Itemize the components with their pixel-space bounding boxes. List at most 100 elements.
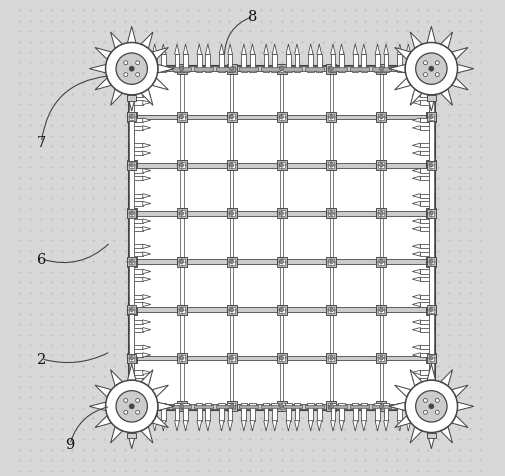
Polygon shape	[430, 176, 433, 182]
Polygon shape	[382, 69, 388, 73]
Bar	[130, 167, 133, 184]
Bar	[261, 68, 279, 71]
Polygon shape	[241, 45, 246, 55]
Bar	[228, 404, 234, 409]
Bar	[429, 217, 432, 234]
Polygon shape	[182, 403, 188, 407]
Bar	[278, 259, 284, 265]
Circle shape	[279, 212, 283, 216]
Bar	[428, 307, 433, 313]
Polygon shape	[110, 370, 122, 386]
Polygon shape	[219, 407, 224, 421]
Bar	[376, 113, 386, 123]
Polygon shape	[218, 69, 224, 73]
Polygon shape	[272, 45, 277, 55]
Polygon shape	[330, 55, 335, 69]
Polygon shape	[271, 403, 277, 407]
Polygon shape	[420, 127, 430, 131]
Polygon shape	[412, 353, 420, 357]
Polygon shape	[308, 55, 313, 69]
Polygon shape	[196, 421, 201, 431]
Polygon shape	[131, 295, 142, 299]
Bar	[349, 68, 368, 71]
Bar	[178, 211, 184, 217]
Bar	[426, 353, 435, 363]
Polygon shape	[129, 370, 131, 376]
Polygon shape	[285, 421, 290, 431]
Polygon shape	[361, 55, 366, 69]
Bar	[178, 307, 184, 313]
Bar	[261, 405, 279, 408]
Polygon shape	[430, 302, 433, 307]
Polygon shape	[330, 45, 335, 55]
Polygon shape	[412, 396, 420, 400]
Circle shape	[279, 68, 283, 71]
Polygon shape	[430, 370, 433, 376]
Polygon shape	[142, 245, 150, 249]
Polygon shape	[129, 176, 131, 182]
Polygon shape	[158, 402, 174, 411]
Bar	[128, 66, 434, 410]
Polygon shape	[412, 328, 420, 332]
Circle shape	[415, 54, 446, 85]
Polygon shape	[338, 421, 343, 431]
Polygon shape	[141, 370, 153, 386]
Polygon shape	[227, 55, 232, 69]
Polygon shape	[430, 319, 433, 325]
Polygon shape	[131, 278, 142, 282]
Polygon shape	[131, 93, 142, 98]
Bar	[426, 209, 435, 219]
Polygon shape	[396, 55, 401, 69]
Circle shape	[279, 260, 283, 264]
Bar	[429, 192, 432, 209]
Bar	[429, 66, 432, 83]
Circle shape	[129, 67, 134, 72]
Polygon shape	[430, 352, 433, 358]
Bar	[131, 356, 430, 361]
Bar	[429, 242, 432, 259]
Polygon shape	[131, 353, 142, 357]
Bar	[127, 209, 136, 218]
Bar	[130, 292, 133, 309]
Bar	[394, 405, 413, 408]
Circle shape	[116, 54, 147, 85]
Polygon shape	[430, 151, 433, 157]
Polygon shape	[129, 151, 131, 157]
Polygon shape	[420, 396, 430, 400]
Bar	[228, 356, 234, 361]
Polygon shape	[430, 118, 433, 124]
Polygon shape	[129, 327, 131, 333]
Polygon shape	[396, 45, 401, 55]
Bar	[228, 163, 234, 169]
Bar	[429, 141, 432, 159]
Bar	[176, 257, 186, 267]
Polygon shape	[129, 302, 131, 307]
Polygon shape	[451, 386, 467, 397]
Polygon shape	[131, 328, 142, 332]
Polygon shape	[430, 169, 433, 174]
Polygon shape	[195, 69, 202, 73]
Bar	[130, 141, 133, 159]
Bar	[130, 242, 133, 259]
Polygon shape	[142, 328, 150, 332]
Polygon shape	[196, 45, 201, 55]
Bar	[127, 258, 136, 267]
Bar	[376, 257, 386, 267]
Bar	[130, 69, 133, 407]
Polygon shape	[420, 403, 430, 407]
Polygon shape	[131, 345, 142, 349]
Circle shape	[429, 308, 432, 312]
Polygon shape	[142, 278, 150, 282]
Bar	[378, 211, 384, 217]
Bar	[129, 211, 134, 217]
Polygon shape	[127, 433, 136, 449]
Polygon shape	[420, 93, 430, 98]
Polygon shape	[374, 421, 379, 431]
Polygon shape	[316, 407, 321, 421]
Bar	[176, 65, 186, 75]
Polygon shape	[412, 295, 420, 299]
Bar	[376, 65, 386, 75]
Circle shape	[229, 405, 233, 408]
Polygon shape	[430, 126, 433, 131]
Polygon shape	[161, 55, 165, 69]
